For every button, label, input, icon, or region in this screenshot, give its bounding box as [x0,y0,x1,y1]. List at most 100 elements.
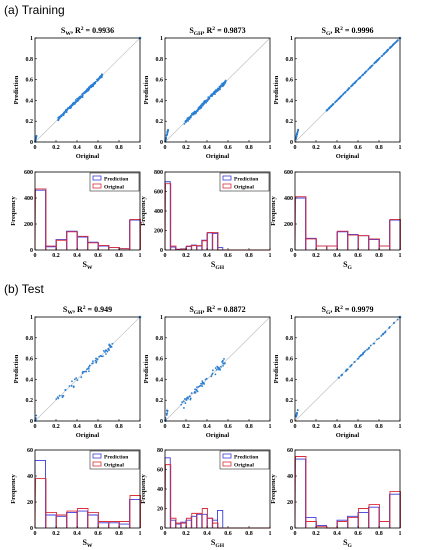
training-scatter-sg-ytick-label: 1 [290,36,293,42]
training-scatter-sgh-ytick-label: 0.4 [156,98,164,104]
test-scatter-sgh-point [212,369,214,372]
test-histogram-sw-xtick-label: 1 [139,531,142,537]
test-scatter-sg-point [377,337,380,340]
training-scatter-sg-point [363,72,366,75]
training-scatter-sw-point [84,90,87,93]
test-scatter-sgh-point [201,385,204,387]
training-scatter-sg-xtick-label: 0.2 [312,145,320,151]
training-scatter-sg-ytick-label: 0.2 [286,119,294,125]
test-scatter-sgh-point [224,362,226,365]
training-scatter-sg-point [385,51,388,53]
training-scatter-sg-point [325,109,328,112]
test-scatter-sg-point [376,338,378,341]
test-scatter-sg-xtick-label: 0.4 [333,424,341,430]
training-scatter-sg-point [359,76,362,78]
test-scatter-sw-axes-frame [34,316,141,422]
test-scatter-sgh-point [222,362,224,365]
training-scatter-sg-point [340,94,343,97]
test-histogram-sg-ylabel: Frequency [270,474,277,504]
training-scatter-sw-point [99,75,102,77]
test-scatter-sg-point [382,332,385,335]
test-histogram-sg-xtick-label: 0.8 [375,531,383,537]
training-histogram-sgh-xtick-label: 0.8 [245,253,253,259]
test-scatter-sg-point [380,334,383,337]
test-scatter-sgh-xtick-label: 0 [164,424,167,430]
training-histogram-sw-axes-frame [34,171,141,251]
test-scatter-sgh-point [165,414,168,416]
training-scatter-sw-point [67,107,69,110]
training-histogram-sw-xlabel: SW [82,260,92,271]
training-scatter-sg-point [329,106,332,108]
test-scatter-sg-point [373,342,376,345]
test-scatter-sgh-ytick-label: 0.4 [156,377,164,383]
test-scatter-sw-point [71,380,73,383]
section-title-training: (a) Training [4,3,65,17]
training-scatter-sgh-point [224,80,227,83]
training-scatter-sw-point [65,111,68,113]
test-scatter-sw-point [68,385,71,387]
test-scatter-sgh-point [193,390,196,393]
test-scatter-sgh-point [214,367,217,369]
test-scatter-sgh-point [166,409,168,412]
training-scatter-sw-point [61,113,64,116]
training-scatter-sg-ytick-label: 0.4 [286,98,294,104]
training-scatter-sgh-point [211,93,214,96]
test-histogram-sg-xtick-label: 0.4 [333,531,341,537]
training-histogram-sg-ytick-label: 200 [284,222,293,228]
training-scatter-sgh-point [204,100,207,103]
test-histogram-sgh-legend-original-swatch [222,461,232,467]
training-scatter-sw-point [62,112,65,114]
test-scatter-sg-xtick-label: 0.6 [354,424,362,430]
test-scatter-sgh-point [205,377,208,380]
test-scatter-sw-point [35,414,38,417]
training-scatter-sg-point [373,62,376,65]
training-scatter-sg-xtick-label: 0.6 [354,145,362,151]
test-histogram-sw-ylabel: Frequency [10,474,17,504]
training-scatter-sg-point [295,137,297,139]
training-scatter-sg-xtick-label: 0 [294,145,297,151]
test-scatter-sw-point [72,385,75,388]
training-histogram-sg-xtick-label: 0.4 [333,253,341,259]
test-histogram-sgh-xtick-label: 0.4 [203,531,211,537]
training-scatter-sg-point [367,67,370,70]
training-scatter-sg-point [334,101,337,103]
test-scatter-sg-xlabel: Original [336,432,360,439]
training-scatter-sgh-xtick-label: 0.2 [182,145,190,151]
test-scatter-sw-point [95,357,97,360]
test-scatter-sgh-ytick-label: 0.8 [156,336,164,342]
test-scatter-sw-xtick-label: 0.6 [94,424,102,430]
test-scatter-sgh-point [186,396,189,399]
training-scatter-sgh-ytick-label: 1 [160,36,163,42]
test-scatter-sgh-point [194,388,196,391]
training-histogram-sw-legend-original-swatch [92,183,102,189]
training-scatter-sg-point [358,77,361,80]
test-scatter-sgh-ytick-label: 0 [160,419,163,425]
training-scatter-sgh-point [219,85,222,88]
training-scatter-sw-xtick-label: 0 [34,145,37,151]
training-histogram-sgh-xlabel: SGH [211,260,225,271]
training-scatter-sg-point [337,98,340,101]
test-scatter-sg-point [362,352,365,355]
training-histogram-sg-xtick-label: 0.8 [375,253,383,259]
test-histogram-sgh-xtick-label: 0.2 [182,531,190,537]
test-scatter-sg-ytick-label: 0.4 [286,377,294,383]
test-histogram-sw-ytick-label: 60 [27,448,33,454]
test-histogram-sgh-xtick-label: 0.6 [224,531,232,537]
test-histogram-sg-xtick-label: 1 [399,531,402,537]
test-scatter-sgh-point [201,380,204,383]
test-scatter-sgh-point [196,390,199,393]
test-scatter-sgh-xtick-label: 0.8 [245,424,253,430]
training-histogram-sg-prediction-bars [294,197,401,250]
training-scatter-sgh-point [201,104,204,107]
test-scatter-sw-xlabel: Original [76,432,100,439]
training-scatter-sg-point [295,134,298,137]
test-scatter-sgh-point [218,367,221,370]
training-scatter-sgh-xtick-label: 1 [269,145,272,151]
test-histogram-sw-axes-frame [34,449,141,529]
test-scatter-sg-point [295,414,298,417]
training-histogram-sw-prediction-bars [34,189,141,250]
training-histogram-sgh-xtick-label: 0.2 [182,253,190,259]
test-scatter-sgh-xtick-label: 1 [269,424,272,430]
test-histogram-sg-prediction-bars [294,458,401,529]
training-scatter-sg-xtick-label: 0.8 [375,145,383,151]
